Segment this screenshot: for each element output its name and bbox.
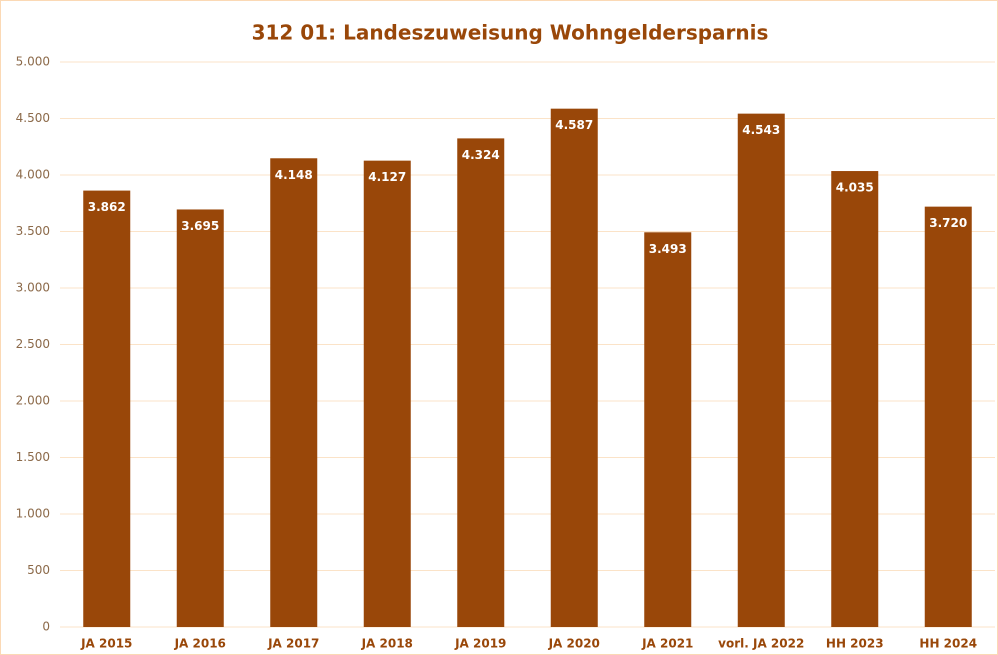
y-tick-label: 0 xyxy=(42,620,50,634)
data-label: 3.493 xyxy=(649,242,687,256)
bar xyxy=(831,171,879,628)
x-tick-label: JA 2021 xyxy=(641,637,693,651)
data-label: 4.543 xyxy=(742,123,780,137)
y-tick-label: 5.000 xyxy=(16,55,50,69)
bar xyxy=(176,209,224,627)
x-tick-label: JA 2016 xyxy=(174,637,226,651)
y-tick-label: 3.000 xyxy=(16,281,50,295)
bar xyxy=(644,232,692,627)
data-label: 4.035 xyxy=(836,181,874,195)
bar xyxy=(363,160,411,628)
data-label: 3.862 xyxy=(88,200,126,214)
x-tick-label: vorl. JA 2022 xyxy=(718,637,804,651)
y-tick-label: 2.000 xyxy=(16,394,50,408)
y-tick-label: 4.000 xyxy=(16,168,50,182)
y-tick-label: 500 xyxy=(27,563,50,577)
data-label: 4.127 xyxy=(368,170,406,184)
y-tick-label: 3.500 xyxy=(16,224,50,238)
y-tick-label: 1.500 xyxy=(16,450,50,464)
data-label: 3.720 xyxy=(929,216,967,230)
data-label: 3.695 xyxy=(181,219,219,233)
bar xyxy=(270,158,318,627)
y-tick-label: 4.500 xyxy=(16,111,50,125)
x-tick-label: JA 2018 xyxy=(361,637,413,651)
data-label: 4.324 xyxy=(462,148,500,162)
x-tick-label: HH 2023 xyxy=(826,637,884,651)
x-tick-label: JA 2015 xyxy=(80,637,132,651)
x-tick-label: JA 2017 xyxy=(267,637,319,651)
bar xyxy=(737,113,785,628)
data-label: 4.148 xyxy=(275,168,313,182)
x-tick-label: JA 2020 xyxy=(548,637,600,651)
y-tick-label: 1.000 xyxy=(16,507,50,521)
bar xyxy=(83,190,131,627)
x-tick-label: HH 2024 xyxy=(919,637,977,651)
x-tick-label: JA 2019 xyxy=(454,637,506,651)
bar xyxy=(924,206,972,627)
bar xyxy=(550,108,598,627)
bar xyxy=(457,138,505,627)
y-tick-label: 2.500 xyxy=(16,337,50,351)
data-label: 4.587 xyxy=(555,118,593,132)
chart-title: 312 01: Landeszuweisung Wohngeldersparni… xyxy=(252,21,769,45)
